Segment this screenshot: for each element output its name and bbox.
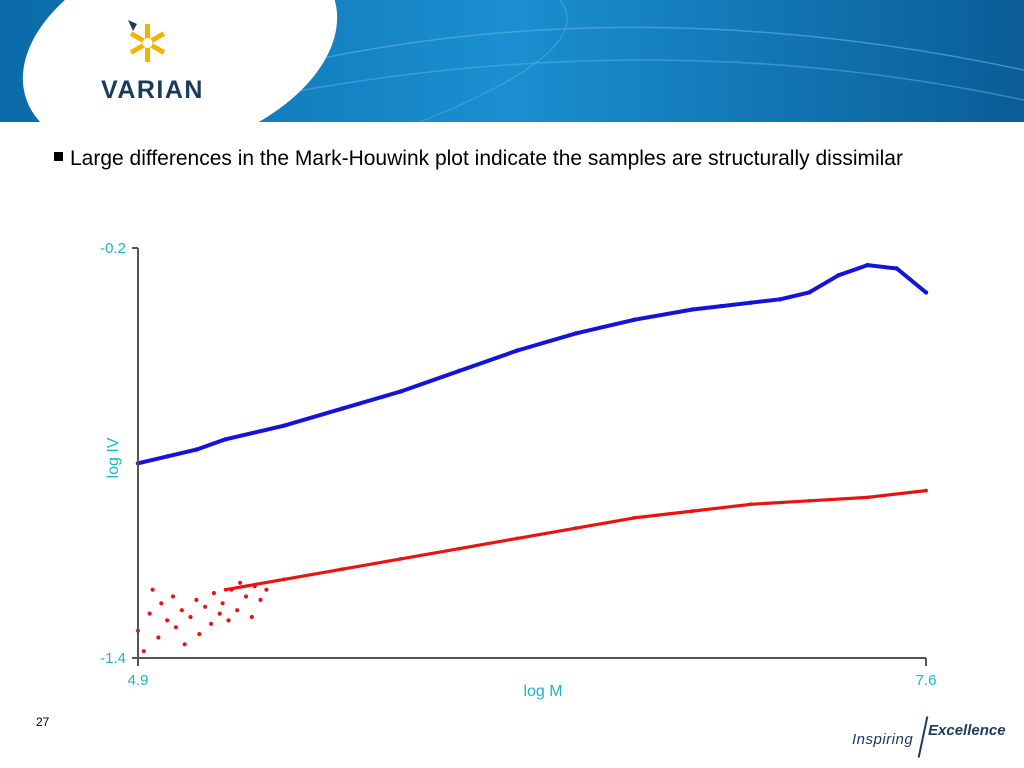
tagline-excellence: Excellence — [928, 722, 1006, 739]
data-point — [150, 587, 155, 592]
data-point — [156, 635, 161, 640]
data-point — [173, 625, 178, 630]
data-point — [243, 594, 249, 599]
data-point — [515, 348, 520, 353]
logo-ellipse — [22, 0, 338, 122]
data-point — [282, 577, 286, 582]
plot-area — [135, 262, 929, 654]
data-point — [188, 614, 193, 620]
data-point — [223, 587, 228, 592]
data-point — [690, 509, 695, 513]
data-point — [340, 406, 345, 411]
bullet-square-icon — [54, 152, 63, 161]
x-tick-label-left: 4.9 — [128, 672, 149, 689]
tagline-slash — [917, 716, 929, 758]
data-point — [223, 437, 228, 442]
data-point — [235, 608, 240, 613]
data-point — [632, 516, 636, 520]
data-point — [238, 580, 243, 585]
varian-logo-icon — [128, 20, 166, 62]
data-point — [159, 601, 164, 606]
data-point — [147, 611, 152, 616]
page-number: 27 — [36, 715, 50, 729]
data-point — [165, 454, 170, 459]
data-point — [165, 618, 170, 623]
data-point — [719, 303, 724, 309]
data-point — [836, 273, 841, 278]
data-point — [748, 300, 754, 305]
data-point — [281, 423, 287, 428]
data-point — [264, 587, 269, 592]
header-banner: VARIAN — [0, 0, 1024, 122]
data-point — [220, 601, 225, 606]
data-point — [398, 557, 403, 561]
data-point — [631, 317, 637, 322]
data-point — [923, 290, 929, 295]
data-point — [924, 488, 928, 493]
data-point — [865, 495, 870, 500]
x-tick-label-right: 7.6 — [916, 672, 937, 689]
bullet-text: Large differences in the Mark-Houwink pl… — [70, 147, 903, 170]
data-point — [777, 297, 783, 302]
data-point — [690, 307, 695, 312]
data-point — [141, 649, 146, 654]
x-axis-title: log M — [523, 683, 562, 700]
data-point — [865, 262, 870, 268]
y-tick-label-bottom: -1.4 — [100, 650, 126, 667]
data-point — [573, 526, 578, 531]
data-point — [203, 604, 208, 609]
data-point — [515, 536, 520, 541]
data-point — [179, 608, 184, 613]
tagline-inspiring: Inspiring — [852, 731, 914, 748]
tagline-logo: Inspiring Excellence — [852, 716, 1022, 758]
series-line — [136, 263, 928, 466]
series-2 — [135, 580, 269, 654]
data-point — [398, 389, 403, 394]
data-point — [217, 611, 222, 616]
data-point — [170, 594, 176, 599]
bullet-point: Large differences in the Mark-Houwink pl… — [54, 143, 971, 174]
data-point — [573, 331, 578, 336]
series-0 — [135, 262, 929, 466]
data-point — [194, 447, 199, 452]
data-point — [208, 621, 214, 626]
data-point — [807, 290, 812, 295]
data-point — [211, 591, 216, 596]
data-point — [258, 597, 263, 602]
data-point — [340, 567, 345, 572]
y-tick-label-top: -0.2 — [100, 240, 126, 257]
data-point — [252, 584, 257, 589]
mark-houwink-chart: -0.2 -1.4 4.9 7.6 log M log IV — [100, 240, 937, 700]
data-point — [894, 266, 899, 271]
series-line — [224, 489, 928, 592]
data-point — [197, 632, 202, 637]
data-point — [226, 618, 231, 623]
brand-name: VARIAN — [101, 76, 204, 104]
data-point — [249, 614, 254, 620]
series-1 — [223, 488, 928, 592]
data-point — [457, 546, 461, 551]
data-point — [807, 498, 812, 503]
data-point — [229, 587, 234, 592]
data-point — [456, 368, 462, 374]
data-point — [749, 502, 753, 507]
y-axis-title: log IV — [105, 437, 122, 478]
header-background — [0, 0, 1024, 122]
data-point — [194, 597, 199, 602]
data-point — [182, 642, 187, 647]
